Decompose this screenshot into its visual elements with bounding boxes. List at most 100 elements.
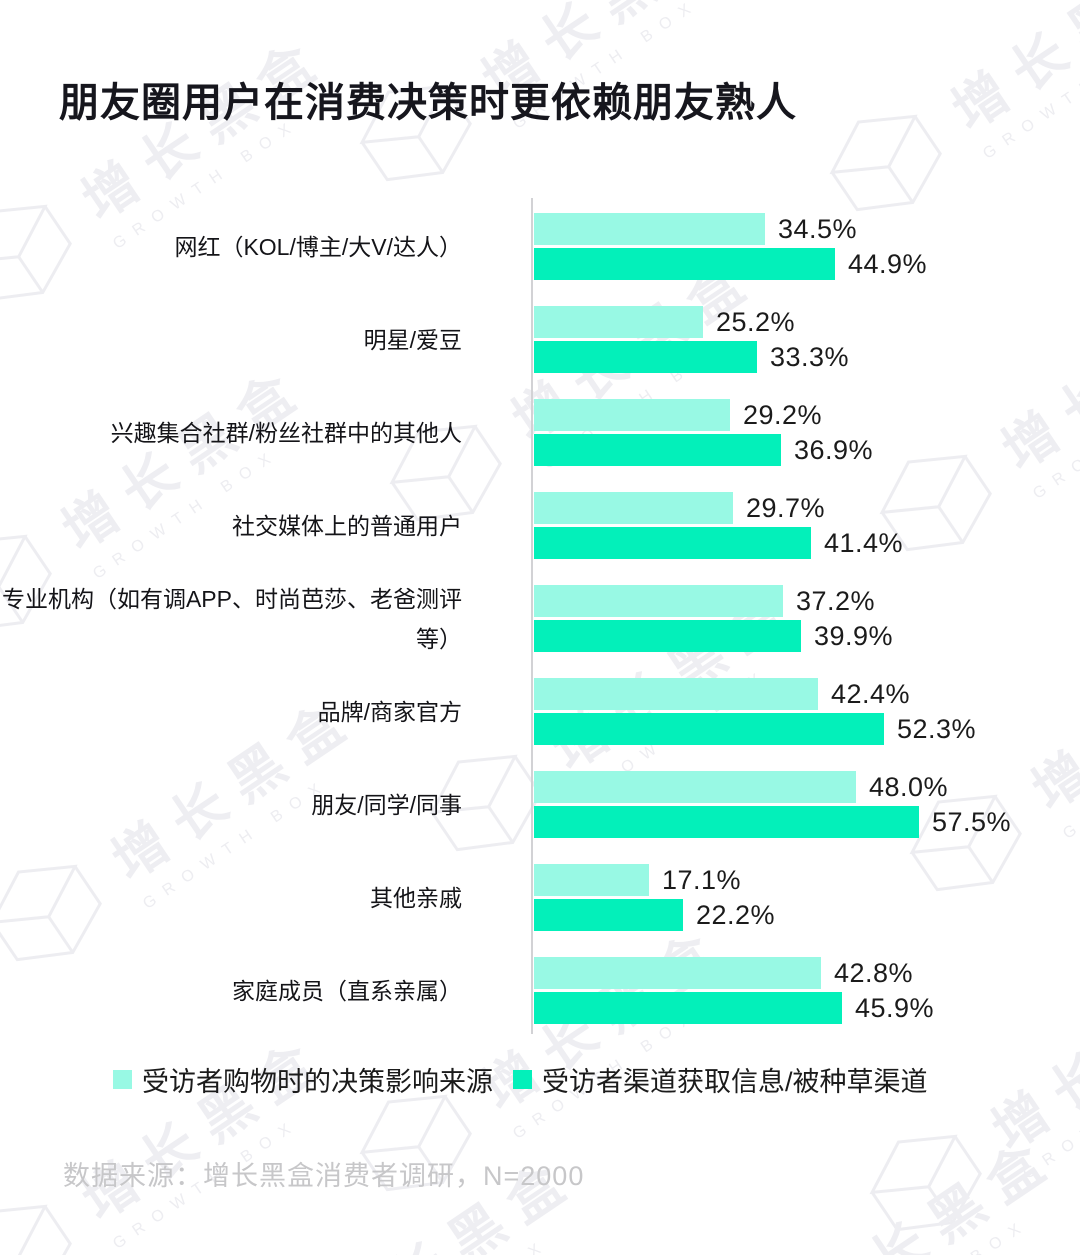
value-label: 36.9%: [794, 434, 874, 465]
value-label: 39.9%: [814, 620, 894, 651]
watermark-brand-en: GROWTH BOX: [1020, 1045, 1080, 1183]
bar-decision-source: [534, 213, 765, 245]
bar-line: 29.7%: [534, 492, 903, 524]
bar-decision-source: [534, 771, 856, 803]
category-label: 朋友/同学/同事: [311, 791, 462, 818]
category-label: 品牌/商家官方: [317, 698, 462, 725]
data-source-note: 数据来源：增长黑盒消费者调研，N=2000: [63, 1161, 585, 1191]
bar-line: 36.9%: [534, 434, 873, 466]
value-label: 44.9%: [848, 248, 928, 279]
bar-line: 48.0%: [534, 771, 1011, 803]
value-label: 42.8%: [834, 957, 914, 988]
chart-rows: 网红（KOL/博主/大V/达人） 34.5% 44.9% 明星/爱豆 25.2% 33.3…: [0, 213, 1080, 1024]
value-label: 57.5%: [932, 806, 1012, 837]
bar-line: 34.5%: [534, 213, 927, 245]
bar-line: 57.5%: [534, 806, 1011, 838]
legend-item: 受访者渠道获取信息/被种草渠道: [513, 1060, 928, 1099]
category-label: 明星/爱豆: [363, 326, 462, 353]
chart-row: 兴趣集合社群/粉丝社群中的其他人 29.2% 36.9%: [0, 399, 1080, 466]
value-label: 34.5%: [778, 213, 858, 244]
legend-label: 受访者购物时的决策影响来源: [142, 1067, 493, 1097]
bar-info-channel: [534, 248, 835, 280]
bar-decision-source: [534, 399, 730, 431]
chart-row: 社交媒体上的普通用户 29.7% 41.4%: [0, 492, 1080, 559]
bar-decision-source: [534, 678, 818, 710]
envelope-box-icon: [844, 1102, 1008, 1255]
bar-line: 42.4%: [534, 678, 976, 710]
bar-line: 39.9%: [534, 620, 893, 652]
value-label: 41.4%: [824, 527, 904, 558]
category-label: 其他亲戚: [370, 884, 462, 911]
chart-legend: 受访者购物时的决策影响来源 受访者渠道获取信息/被种草渠道: [113, 1060, 928, 1099]
bar-pair: 42.4% 52.3%: [534, 678, 976, 745]
watermark-brand-cn: 增长黑盒: [72, 1025, 338, 1232]
watermark-brand-en: GROWTH BOX: [360, 1203, 602, 1255]
bar-pair: 37.2% 39.9%: [534, 585, 893, 652]
value-label: 29.7%: [746, 492, 826, 523]
bar-decision-source: [534, 306, 703, 338]
bar-line: 25.2%: [534, 306, 849, 338]
value-label: 17.1%: [662, 864, 742, 895]
bar-info-channel: [534, 527, 811, 559]
bar-line: 37.2%: [534, 585, 893, 617]
chart-row: 其他亲戚 17.1% 22.2%: [0, 864, 1080, 931]
bar-pair: 34.5% 44.9%: [534, 213, 927, 280]
bar-decision-source: [534, 864, 649, 896]
watermark-brand-cn: 增长黑盒: [72, 25, 338, 232]
value-label: 22.2%: [696, 899, 776, 930]
bar-line: 44.9%: [534, 248, 927, 280]
value-label: 37.2%: [796, 585, 876, 616]
bar-line: 29.2%: [534, 399, 873, 431]
category-label: 网红（KOL/博主/大V/达人）: [174, 233, 462, 260]
bar-info-channel: [534, 806, 919, 838]
category-label: 专业机构（如有调APP、时尚芭莎、老爸测评等）: [1, 585, 462, 652]
category-label: 社交媒体上的普通用户: [232, 512, 462, 539]
watermark-brand-en: GROWTH BOX: [980, 25, 1080, 163]
bar-line: 42.8%: [534, 957, 934, 989]
watermark-brand-en: GROWTH BOX: [840, 1183, 1080, 1255]
bar-line: 33.3%: [534, 341, 849, 373]
value-label: 29.2%: [743, 399, 823, 430]
bar-pair: 48.0% 57.5%: [534, 771, 1011, 838]
bar-line: 17.1%: [534, 864, 775, 896]
chart-row: 朋友/同学/同事 48.0% 57.5%: [0, 771, 1080, 838]
bar-line: 52.3%: [534, 713, 976, 745]
legend-item: 受访者购物时的决策影响来源: [113, 1060, 493, 1099]
bar-decision-source: [534, 492, 733, 524]
bar-decision-source: [534, 585, 783, 617]
bar-info-channel: [534, 899, 683, 931]
bar-line: 22.2%: [534, 899, 775, 931]
value-label: 45.9%: [855, 992, 935, 1023]
legend-swatch-dark: [513, 1070, 532, 1089]
bar-pair: 42.8% 45.9%: [534, 957, 934, 1024]
bar-info-channel: [534, 341, 757, 373]
bar-pair: 29.2% 36.9%: [534, 399, 873, 466]
bar-pair: 17.1% 22.2%: [534, 864, 775, 931]
chart-row: 品牌/商家官方 42.4% 52.3%: [0, 678, 1080, 745]
chart-row: 家庭成员（直系亲属） 42.8% 45.9%: [0, 957, 1080, 1024]
bar-line: 45.9%: [534, 992, 934, 1024]
bar-info-channel: [534, 434, 781, 466]
bar-pair: 25.2% 33.3%: [534, 306, 849, 373]
category-label: 家庭成员（直系亲属）: [232, 977, 462, 1004]
category-label: 兴趣集合社群/粉丝社群中的其他人: [110, 419, 462, 446]
watermark-brand-cn: 增长黑盒: [942, 0, 1080, 142]
bar-info-channel: [534, 992, 842, 1024]
chart-row: 专业机构（如有调APP、时尚芭莎、老爸测评等） 37.2% 39.9%: [0, 585, 1080, 652]
value-label: 52.3%: [897, 713, 977, 744]
legend-swatch-light: [113, 1070, 132, 1089]
value-label: 48.0%: [869, 771, 949, 802]
chart-title: 朋友圈用户在消费决策时更依赖朋友熟人: [59, 81, 797, 125]
bar-pair: 29.7% 41.4%: [534, 492, 903, 559]
bar-info-channel: [534, 620, 801, 652]
chart-row: 网红（KOL/博主/大V/达人） 34.5% 44.9%: [0, 213, 1080, 280]
value-label: 33.3%: [770, 341, 850, 372]
bar-line: 41.4%: [534, 527, 903, 559]
value-label: 42.4%: [831, 678, 911, 709]
